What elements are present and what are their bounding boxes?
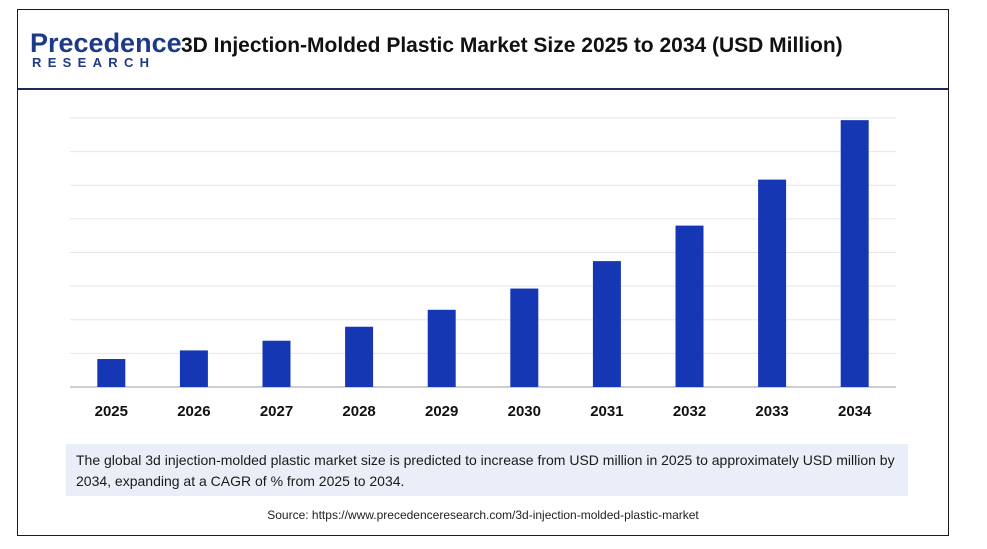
bar-2029 bbox=[427, 309, 456, 387]
x-tick-label-2025: 2025 bbox=[95, 403, 128, 420]
header-divider bbox=[18, 88, 948, 90]
logo-wordmark: Precedence bbox=[30, 28, 182, 58]
chart-title: 3D Injection-Molded Plastic Market Size … bbox=[181, 34, 843, 57]
bar-2032 bbox=[675, 225, 704, 387]
x-tick-label-2027: 2027 bbox=[260, 403, 293, 420]
precedence-research-logo: Precedence RESEARCH bbox=[30, 28, 182, 72]
x-tick-label-2030: 2030 bbox=[508, 403, 541, 420]
bar-2034 bbox=[840, 120, 869, 387]
x-tick-label-2032: 2032 bbox=[673, 403, 706, 420]
x-tick-label-2026: 2026 bbox=[177, 403, 210, 420]
bar-2030 bbox=[510, 288, 539, 387]
x-tick-label-2034: 2034 bbox=[838, 403, 872, 420]
x-tick-label-2028: 2028 bbox=[342, 403, 375, 420]
x-tick-label-2031: 2031 bbox=[590, 403, 623, 420]
bar-2031 bbox=[592, 261, 621, 387]
bar-2028 bbox=[345, 326, 374, 387]
bar-2027 bbox=[262, 340, 291, 387]
bar-chart: 2025 2026 2027 2028 2029 2030 2031 2032 2033 2034 bbox=[70, 117, 896, 420]
bar-2026 bbox=[179, 350, 208, 387]
description-box: The global 3d injection-molded plastic m… bbox=[66, 444, 908, 496]
chart-frame: Precedence RESEARCH 3D Injection-Molded … bbox=[17, 9, 949, 536]
header: Precedence RESEARCH 3D Injection-Molded … bbox=[18, 10, 948, 88]
x-tick-label-2033: 2033 bbox=[755, 403, 788, 420]
bar-2025 bbox=[97, 359, 126, 387]
logo-subtitle: RESEARCH bbox=[32, 55, 156, 70]
x-tick-label-2029: 2029 bbox=[425, 403, 458, 420]
bar-2033 bbox=[758, 179, 787, 387]
source-note: Source: https://www.precedenceresearch.c… bbox=[267, 508, 699, 522]
